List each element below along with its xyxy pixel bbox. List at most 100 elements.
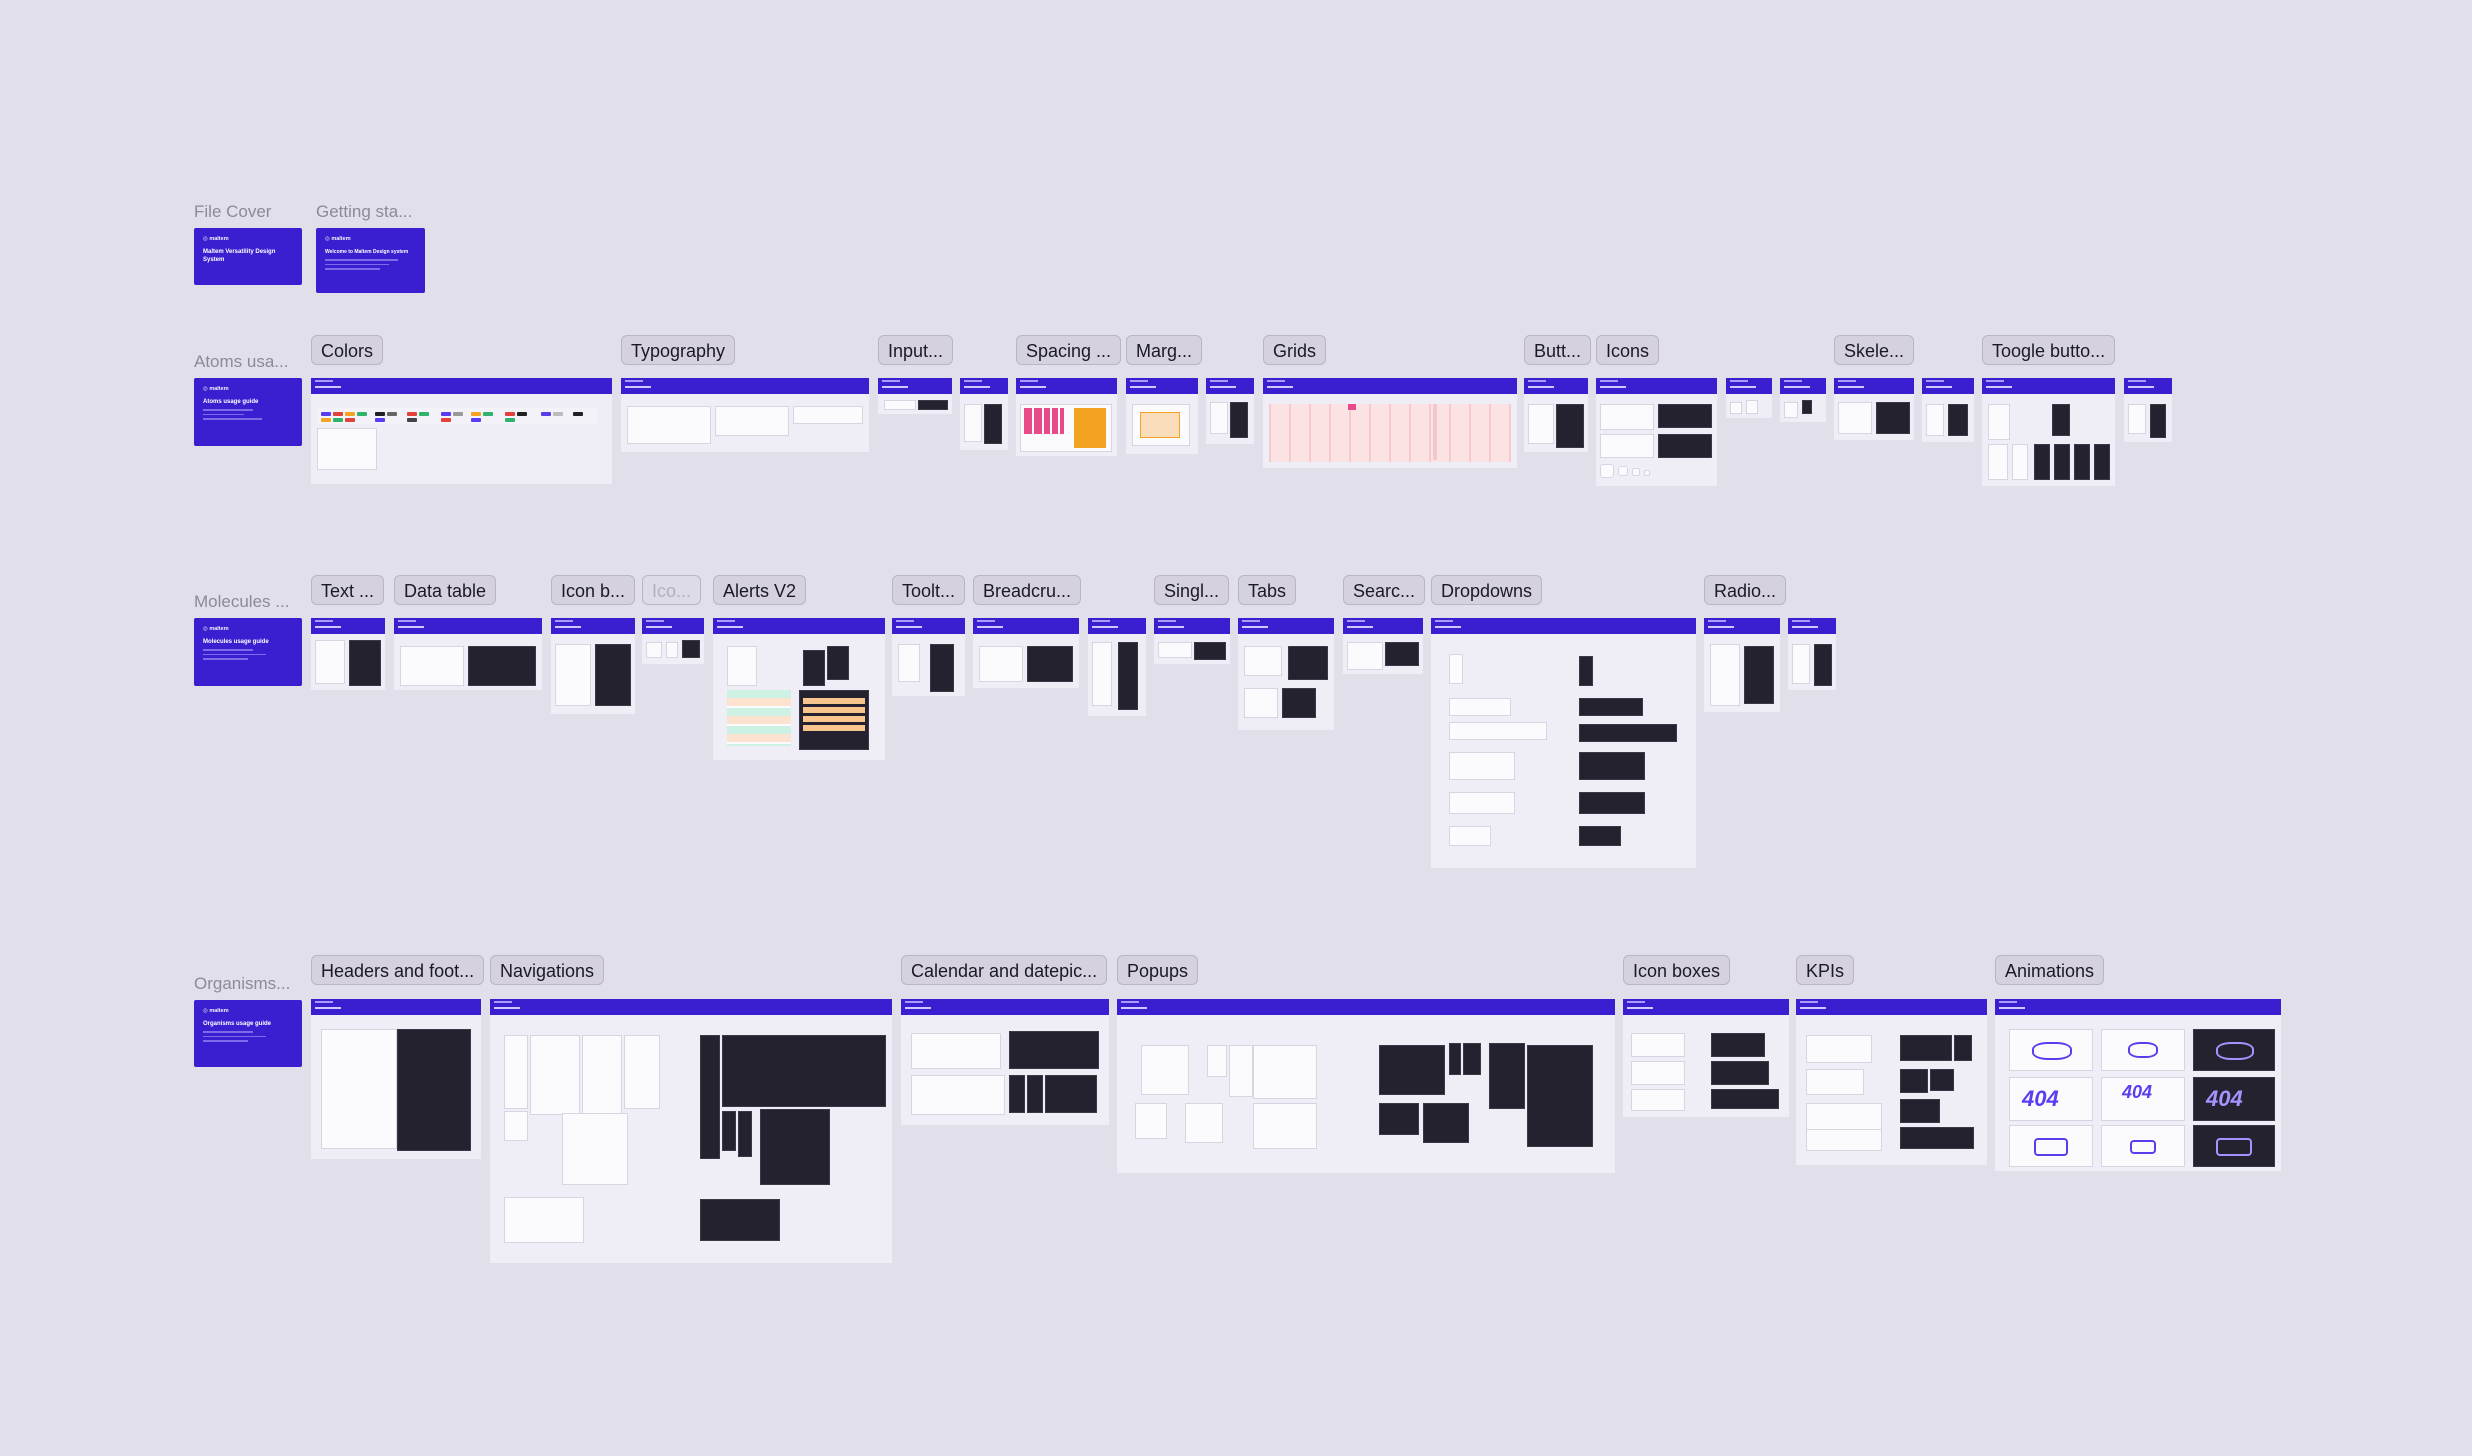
radio-page[interactable] [1704,618,1780,712]
getting-started-frame[interactable]: ◎ maltem Welcome to Maltem Design system [316,228,425,293]
toggle-sample-light [1988,444,2008,480]
pagination-page[interactable] [1088,618,1146,716]
alert-sample-dark [803,650,825,686]
calendar-datepicker-page[interactable] [901,999,1109,1125]
radio-sample-dark [1814,644,1832,686]
icons-page-3[interactable] [1780,378,1826,422]
tag-typography[interactable]: Typography [621,335,736,365]
organisms-cover-frame[interactable]: ◎ maltem Organisms usage guide [194,1000,302,1067]
tag-inputs[interactable]: Input... [878,335,954,365]
skeleton-light [1926,404,1944,436]
headers-footers-page[interactable] [311,999,481,1159]
tag-icons-hidden[interactable]: Ico... [642,575,702,605]
margins-page[interactable] [1126,378,1198,454]
frame-label-getting-started[interactable]: Getting sta... [316,202,413,221]
icons-hidden-page[interactable] [642,618,704,664]
inputs-page[interactable] [878,378,952,414]
dropdown-sample-dark [1579,752,1645,780]
tag-data-table[interactable]: Data table [394,575,497,605]
tag-icon-boxes[interactable]: Icon boxes [1623,955,1731,985]
radio-sample-light [1792,644,1810,684]
atoms-cover-frame[interactable]: ◎ maltem Atoms usage guide [194,378,302,446]
icons-page[interactable] [1596,378,1717,486]
tag-calendar-datepicker[interactable]: Calendar and datepic... [901,955,1108,985]
icon-buttons-page[interactable] [551,618,635,714]
skeleton-dark [1876,402,1910,434]
tabs-page[interactable] [1238,618,1334,730]
tag-search[interactable]: Searc... [1343,575,1426,605]
tag-animations[interactable]: Animations [1995,955,2105,985]
typography-page[interactable] [621,378,869,452]
tag-single[interactable]: Singl... [1154,575,1230,605]
icons-page-2[interactable] [1726,378,1772,418]
toggle-buttons-page[interactable] [1982,378,2115,486]
row-label-organisms[interactable]: Organisms... [194,974,291,993]
tooltips-page[interactable] [892,618,965,696]
tag-skeletons[interactable]: Skele... [1834,335,1915,365]
popup-sample-dark [1379,1103,1419,1135]
alerts-v2-page[interactable] [713,618,885,760]
tag-icons[interactable]: Icons [1596,335,1660,365]
row-label-atoms[interactable]: Atoms usa... [194,352,289,371]
button-sample-dark [1556,404,1584,448]
grids-page[interactable] [1263,378,1517,468]
icon-boxes-page[interactable] [1623,999,1789,1117]
tag-toggle-buttons[interactable]: Toogle butto... [1982,335,2116,365]
colors-page[interactable] [311,378,612,484]
color-swatch [321,418,331,422]
single-page[interactable] [1154,618,1230,664]
popup-sample-light [1253,1103,1317,1149]
laptop-icon [2034,1138,2068,1156]
page-header-bar [394,618,542,634]
radio-page-2[interactable] [1788,618,1836,690]
data-table-page[interactable] [394,618,542,690]
tag-buttons[interactable]: Butt... [1524,335,1592,365]
tag-icon-buttons[interactable]: Icon b... [551,575,636,605]
margins-page-2[interactable] [1206,378,1254,444]
toggle-buttons-page-2[interactable] [2124,378,2172,442]
row-label-molecules[interactable]: Molecules ... [194,592,290,611]
breadcrumbs-page[interactable] [973,618,1079,688]
input-sample-light [884,400,916,410]
cover-text-line [203,1031,253,1033]
animations-page[interactable]: 404 404 404 [1995,999,2281,1171]
inputs-page-2[interactable] [960,378,1008,450]
tag-navigations[interactable]: Navigations [490,955,605,985]
tag-tooltips[interactable]: Toolt... [892,575,966,605]
frame-label-file-cover[interactable]: File Cover [194,202,272,221]
search-page[interactable] [1343,618,1423,674]
skeletons-page-2[interactable] [1922,378,1974,442]
tag-text-fields[interactable]: Text ... [311,575,385,605]
navigations-page[interactable] [490,999,892,1263]
tag-spacing[interactable]: Spacing ... [1016,335,1122,365]
input-sample-dark [984,404,1002,444]
file-cover-frame[interactable]: ◎ maltem Maltem Versatility Design Syste… [194,228,302,285]
spacing-bar [1052,408,1058,434]
tag-colors[interactable]: Colors [311,335,384,365]
spacing-page[interactable] [1016,378,1117,456]
tag-radio[interactable]: Radio... [1704,575,1787,605]
page-header-bar [713,618,885,634]
tag-dropdowns[interactable]: Dropdowns [1431,575,1543,605]
tag-popups[interactable]: Popups [1117,955,1199,985]
tag-margins[interactable]: Marg... [1126,335,1203,365]
page-header-bar [621,378,869,394]
molecules-cover-frame[interactable]: ◎ maltem Molecules usage guide [194,618,302,686]
buttons-page[interactable] [1524,378,1588,452]
tag-alerts-v2[interactable]: Alerts V2 [713,575,807,605]
popups-page[interactable] [1117,999,1615,1173]
tag-grids[interactable]: Grids [1263,335,1327,365]
color-swatch [345,412,355,416]
tag-headers-footers[interactable]: Headers and foot... [311,955,485,985]
text-fields-page[interactable] [311,618,385,690]
toggle-sample-dark [2054,444,2070,480]
dropdowns-page[interactable] [1431,618,1696,868]
tag-tabs[interactable]: Tabs [1238,575,1297,605]
tabs-sample-dark [1288,646,1328,680]
tag-kpis[interactable]: KPIs [1796,955,1855,985]
skeletons-page[interactable] [1834,378,1914,440]
tag-breadcrumbs[interactable]: Breadcru... [973,575,1082,605]
icon-grid-light [1600,434,1654,458]
page-header-bar [1726,378,1772,394]
kpis-page[interactable] [1796,999,1987,1165]
